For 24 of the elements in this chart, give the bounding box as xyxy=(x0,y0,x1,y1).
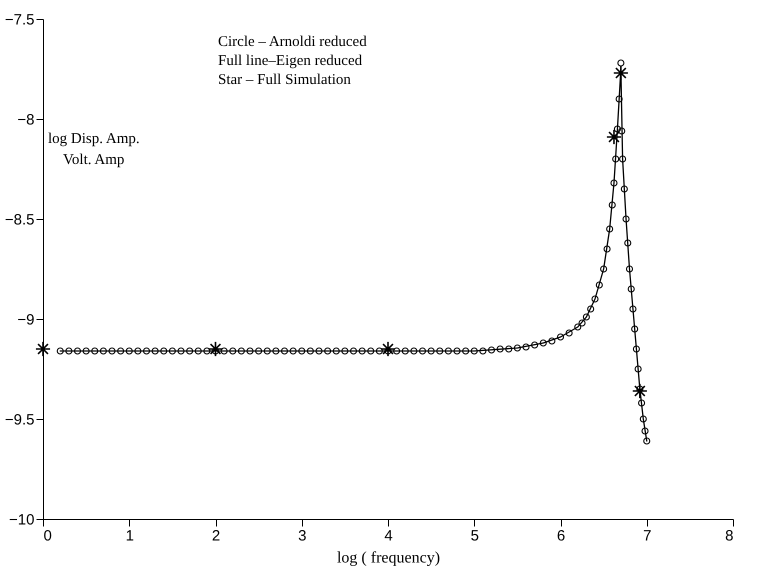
x-tick-label: 0 xyxy=(44,528,52,544)
x-tick-label: 2 xyxy=(212,528,220,544)
y-tick-label: −10 xyxy=(9,512,34,528)
x-tick-label: 4 xyxy=(384,528,393,544)
y-tick-label: −9 xyxy=(17,312,34,328)
y-tick-label: −8.5 xyxy=(4,212,34,228)
y-tick-label: −9.5 xyxy=(4,412,34,428)
annotation: Star – Full Simulation xyxy=(218,72,352,88)
x-tick-label: 8 xyxy=(725,528,734,544)
x-tick-label: 3 xyxy=(298,528,306,544)
point xyxy=(606,129,622,145)
x-tick-label: 5 xyxy=(470,528,479,544)
point xyxy=(35,341,51,357)
point xyxy=(632,383,648,399)
x-axis-title: log ( frequency) xyxy=(336,550,440,566)
annotation: Full line–Eigen reduced xyxy=(218,53,363,69)
y-tick-label: −7.5 xyxy=(4,12,34,28)
point xyxy=(613,65,629,81)
x-tick-label: 6 xyxy=(556,528,566,544)
x-tick-label: 1 xyxy=(126,528,134,544)
y-tick-label: −8 xyxy=(17,112,34,128)
x-tick-label: 7 xyxy=(643,528,652,544)
annotation: Circle – Arnoldi reduced xyxy=(218,34,368,50)
y-axis-title: log Disp. Amp. Volt. Amp xyxy=(48,131,140,168)
